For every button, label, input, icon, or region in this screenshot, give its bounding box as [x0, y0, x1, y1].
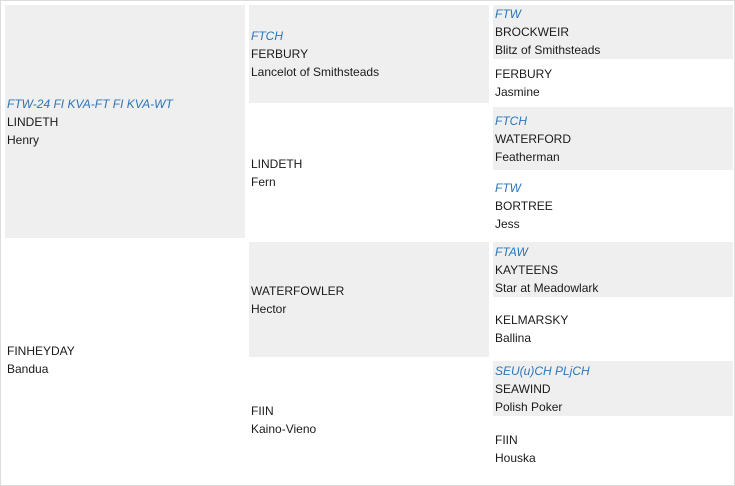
pedigree-table: FTW-24 FI KVA-FT FI KVA-WT LINDETH Henry… [5, 5, 733, 481]
dam-sire-cell: WATERFOWLER Hector [249, 242, 489, 357]
dog-title: FTW-24 FI KVA-FT FI KVA-WT [7, 96, 173, 111]
dss-cell: FTAW KAYTEENS Star at Meadowlark [493, 242, 733, 297]
dog-kennel: SEAWIND [495, 381, 551, 396]
sss-cell: FTW BROCKWEIR Blitz of Smithsteads [493, 5, 733, 59]
sire-sire-cell: FTCH FERBURY Lancelot of Smithsteads [249, 5, 489, 103]
dog-kennel: FIIN [251, 403, 274, 418]
sds-cell: FTCH WATERFORD Featherman [493, 107, 733, 170]
sire-dam-cell: LINDETH Fern [249, 107, 489, 238]
dog-kennel: LINDETH [7, 114, 59, 129]
dog-kennel: WATERFOWLER [251, 283, 345, 298]
dsd-cell: KELMARSKY Ballina [493, 301, 733, 357]
dog-kennel: KELMARSKY [495, 313, 569, 327]
dog-name: Hector [251, 301, 287, 316]
dog-name: Fern [251, 174, 276, 189]
dog-title: FTCH [495, 113, 527, 128]
dog-title: FTW [495, 181, 521, 195]
ddd-cell: FIIN Houska [493, 420, 733, 478]
dog-name: Bandua [7, 362, 49, 376]
dog-kennel: BORTREE [495, 199, 553, 213]
dog-name: Houska [495, 451, 536, 465]
dog-name: Polish Poker [495, 399, 563, 414]
dog-title: FTW [495, 7, 521, 21]
dds-cell: SEU(u)CH PLjCH SEAWIND Polish Poker [493, 361, 733, 416]
sire-cell: FTW-24 FI KVA-FT FI KVA-WT LINDETH Henry [5, 5, 245, 238]
dog-kennel: WATERFORD [495, 131, 571, 146]
dog-kennel: KAYTEENS [495, 262, 559, 277]
dog-kennel: LINDETH [251, 156, 303, 171]
dog-name: Jess [495, 217, 520, 231]
dam-dam-cell: FIIN Kaino-Vieno [249, 361, 489, 478]
dog-title: SEU(u)CH PLjCH [495, 363, 590, 378]
dog-kennel: FIIN [495, 433, 518, 447]
dog-name: Lancelot of Smithsteads [251, 65, 380, 79]
dog-name: Ballina [495, 331, 532, 345]
dog-kennel: BROCKWEIR [495, 25, 570, 39]
dog-kennel: FERBURY [495, 67, 553, 81]
ssd-cell: FERBURY Jasmine [493, 63, 733, 103]
dam-cell: FINHEYDAY Bandua [5, 242, 245, 478]
dog-name: Henry [7, 132, 40, 147]
dog-name: Kaino-Vieno [251, 421, 317, 436]
dog-name: Featherman [495, 149, 560, 164]
dog-name: Jasmine [495, 85, 540, 99]
dog-kennel: FINHEYDAY [7, 344, 75, 358]
dog-name: Blitz of Smithsteads [495, 43, 601, 57]
dog-name: Star at Meadowlark [495, 280, 599, 295]
sdd-cell: FTW BORTREE Jess [493, 174, 733, 238]
dog-title: FTCH [251, 29, 283, 43]
dog-kennel: FERBURY [251, 47, 309, 61]
dog-title: FTAW [495, 244, 528, 259]
